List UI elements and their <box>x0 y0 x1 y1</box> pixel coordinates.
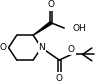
Text: O: O <box>56 74 63 83</box>
Text: O: O <box>68 45 75 54</box>
Text: O: O <box>0 43 7 52</box>
Text: N: N <box>39 43 45 52</box>
Text: OH: OH <box>73 24 87 33</box>
Text: O: O <box>48 0 54 9</box>
Polygon shape <box>33 22 52 35</box>
